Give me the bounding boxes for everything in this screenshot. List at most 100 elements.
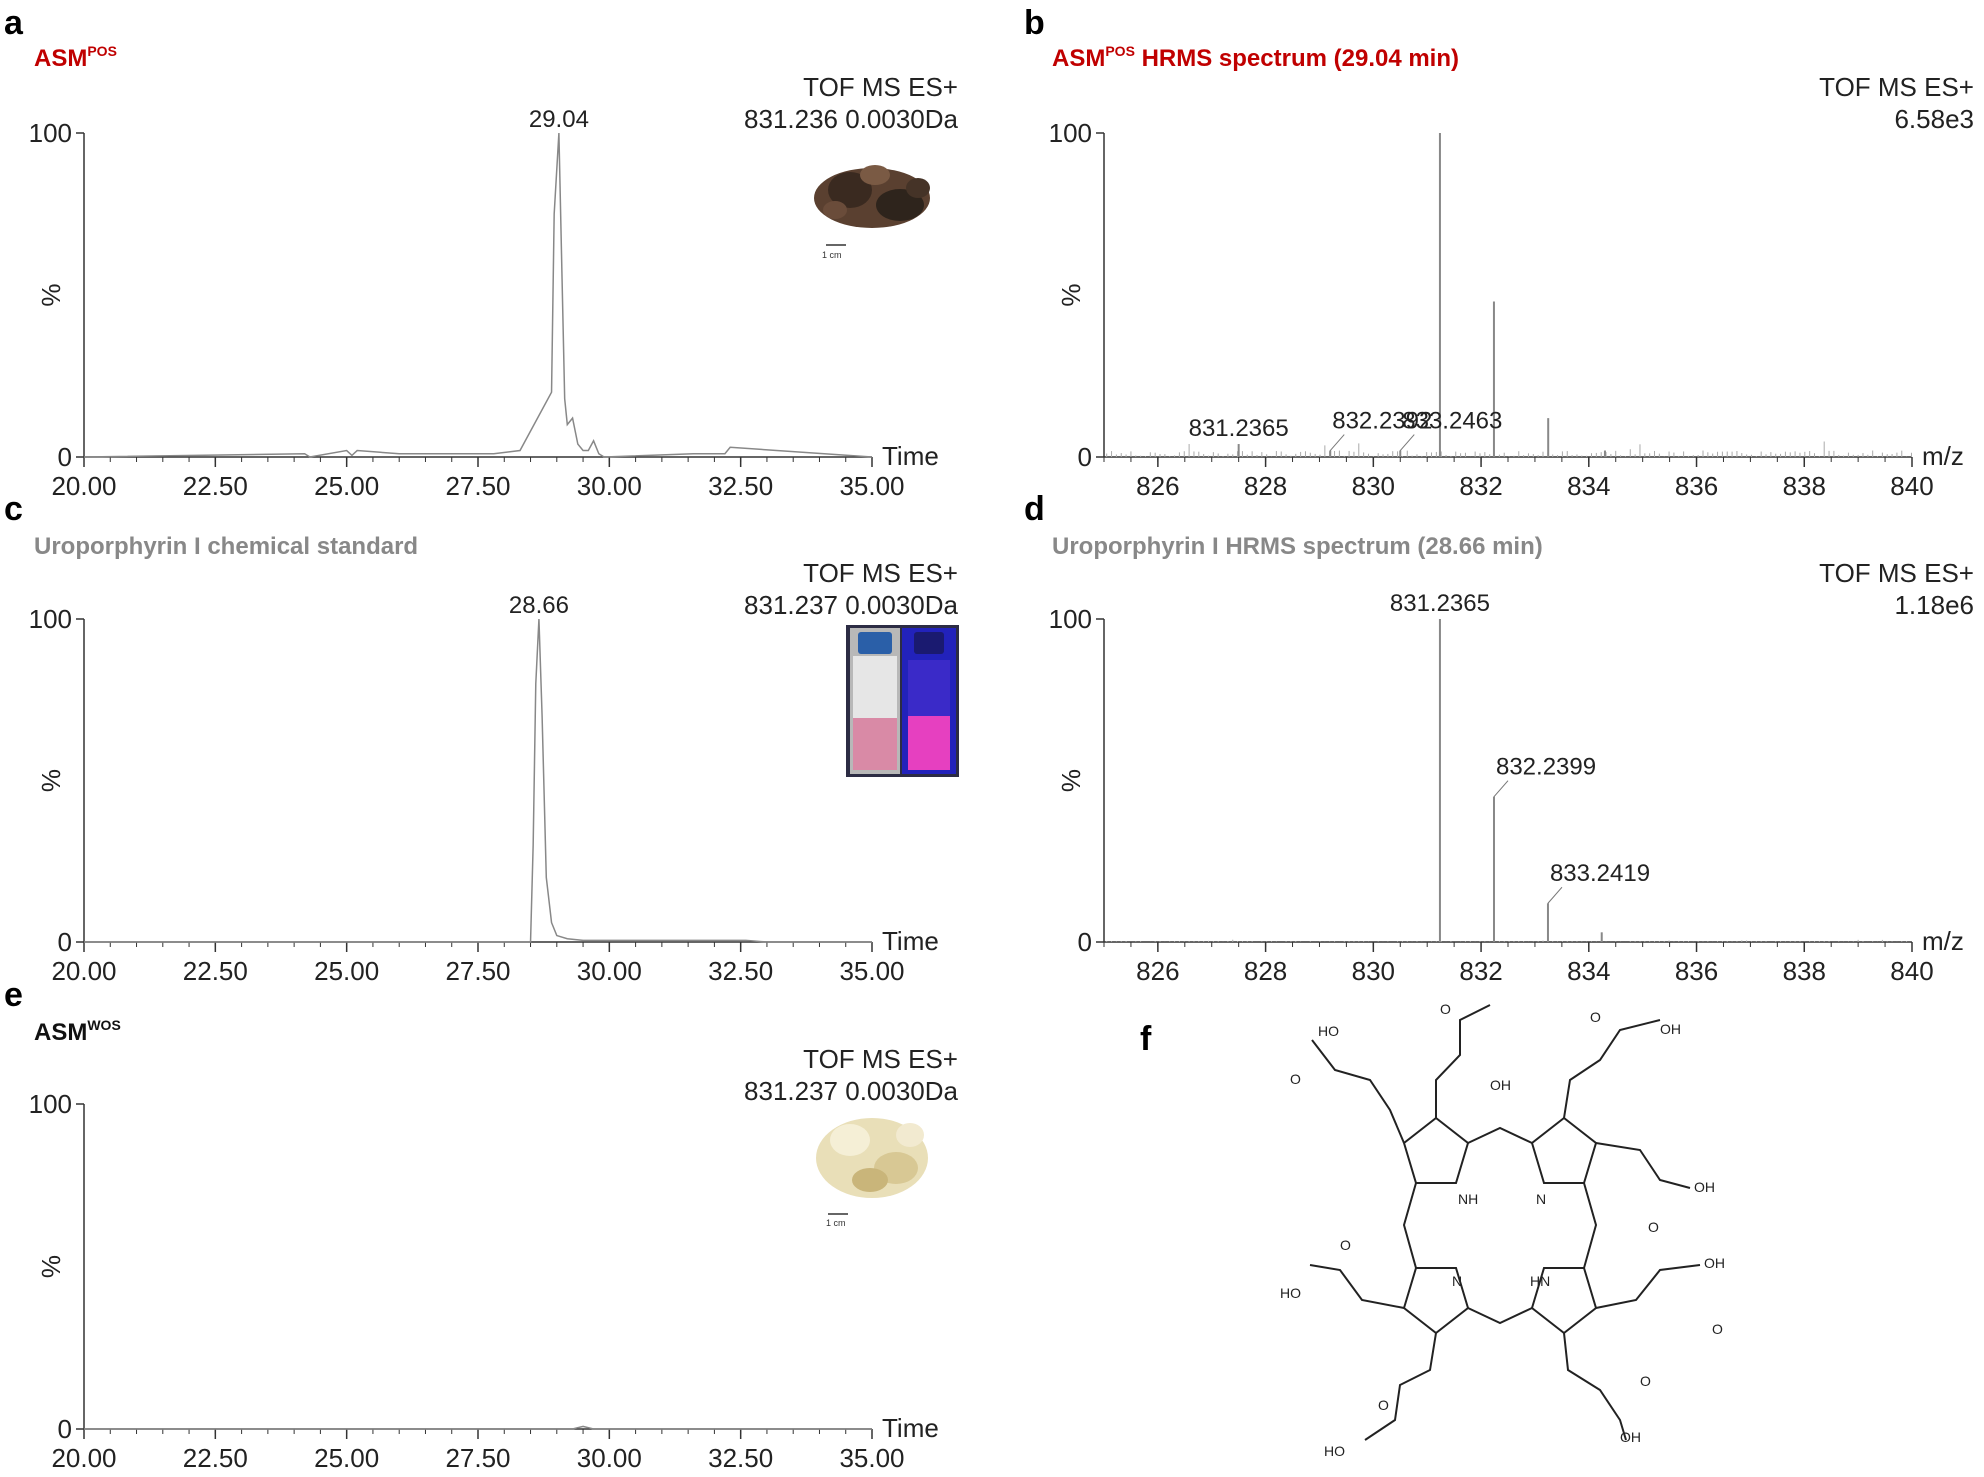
x-tick-label: 840 <box>1890 471 1933 501</box>
label-leader-line <box>1329 434 1345 451</box>
x-tick-label: 22.50 <box>183 956 248 986</box>
x-tick-label: 27.50 <box>445 471 510 501</box>
inset-photo-e: 1 cm <box>816 1118 928 1228</box>
chromatogram-trace <box>84 1425 872 1430</box>
peak-mz-label: 833.2463 <box>1402 408 1502 435</box>
atom-label: O <box>1648 1219 1659 1235</box>
x-tick-label: 22.50 <box>183 1443 248 1473</box>
x-tick-label: 830 <box>1352 471 1395 501</box>
atom-label: NH <box>1458 1191 1478 1207</box>
x-tick-label: 30.00 <box>577 1443 642 1473</box>
charts-layer: 100 0% 20.00 22.50 25.00 27.50 30.00 32.50 35.00… <box>29 106 1964 1473</box>
atom-label: HO <box>1318 1023 1339 1039</box>
header-line-1-b: TOF MS ES+ <box>1819 72 1974 102</box>
atom-label: OH <box>1490 1077 1511 1093</box>
x-tick-label: 826 <box>1136 956 1179 986</box>
header-line-2-d: 1.18e6 <box>1894 590 1974 620</box>
y-tick-label: 0 <box>1078 442 1092 472</box>
y-tick-label: 0 <box>58 927 72 957</box>
x-tick-label: 836 <box>1675 471 1718 501</box>
panel-title-a: ASMPOS <box>34 43 117 72</box>
label-leader-line <box>1399 434 1415 451</box>
peak-mz-label: 831.2365 <box>1390 590 1490 617</box>
x-tick-label: 832 <box>1459 471 1502 501</box>
header-line-2-a: 831.236 0.0030Da <box>744 104 959 134</box>
peak-label: 29.04 <box>529 106 589 133</box>
x-tick-label: 25.00 <box>314 1443 379 1473</box>
peak-label: 28.66 <box>509 592 569 619</box>
atom-label: HO <box>1324 1443 1345 1459</box>
scale-bar-label-e: 1 cm <box>826 1218 846 1228</box>
x-tick-label: 832 <box>1459 956 1502 986</box>
panel-letter-e: e <box>4 976 23 1014</box>
peak-mz-label: 832.2392 <box>1332 408 1432 435</box>
x-unit-label: Time <box>882 441 939 471</box>
panel-letter-d: d <box>1024 490 1045 528</box>
panel-title-c: Uroporphyrin I chemical standard <box>34 533 418 560</box>
header-line-1-d: TOF MS ES+ <box>1819 558 1974 588</box>
atom-label: OH <box>1694 1179 1715 1195</box>
y-tick-label: 100 <box>29 604 72 634</box>
y-tick-label: 100 <box>1049 604 1092 634</box>
y-axis-label: % <box>1056 769 1086 792</box>
atom-label: OH <box>1620 1429 1641 1445</box>
chromatogram-trace <box>84 618 872 943</box>
x-tick-label: 27.50 <box>445 1443 510 1473</box>
panel-title-e: ASMWOS <box>34 1017 121 1046</box>
atom-label: O <box>1590 1009 1601 1025</box>
atom-label: O <box>1640 1373 1651 1389</box>
atom-label: O <box>1340 1237 1351 1253</box>
panel-letter-b: b <box>1024 4 1045 42</box>
x-tick-label: 35.00 <box>839 471 904 501</box>
header-line-2-e: 831.237 0.0030Da <box>744 1076 959 1106</box>
chart-a: 100 0% 20.00 22.50 25.00 27.50 30.00 32.50 35.00… <box>29 106 939 501</box>
y-axis-label: % <box>36 283 66 306</box>
chart-e: 100 0% 20.00 22.50 25.00 27.50 30.00 32.50 35.00… <box>29 1089 939 1473</box>
panel-c: c Uroporphyrin I chemical standard TOF M… <box>4 490 959 777</box>
scale-bar-label-a: 1 cm <box>822 250 842 260</box>
label-leader-line <box>1493 780 1509 797</box>
atom-label: OH <box>1660 1021 1681 1037</box>
panel-b: b ASMPOS HRMS spectrum (29.04 min) TOF M… <box>1024 4 1974 134</box>
x-tick-label: 30.00 <box>577 956 642 986</box>
y-tick-label: 100 <box>29 1089 72 1119</box>
label-leader-line <box>1547 886 1563 904</box>
uroporphyrin-structure <box>1309 1004 1701 1441</box>
atom-label: O <box>1290 1071 1301 1087</box>
x-tick-label: 35.00 <box>839 956 904 986</box>
atom-label: O <box>1440 1001 1451 1017</box>
x-unit-label: Time <box>882 926 939 956</box>
x-tick-label: 838 <box>1783 956 1826 986</box>
inset-photo-a: 1 cm <box>814 165 930 260</box>
x-tick-label: 834 <box>1567 471 1610 501</box>
x-tick-label: 35.00 <box>839 1443 904 1473</box>
header-line-1-a: TOF MS ES+ <box>803 72 958 102</box>
x-tick-label: 828 <box>1244 956 1287 986</box>
x-tick-label: 32.50 <box>708 956 773 986</box>
x-tick-label: 20.00 <box>51 956 116 986</box>
y-tick-label: 100 <box>1049 118 1092 148</box>
x-tick-label: 25.00 <box>314 471 379 501</box>
atom-label: N <box>1536 1191 1546 1207</box>
x-tick-label: 20.00 <box>51 1443 116 1473</box>
header-line-2-c: 831.237 0.0030Da <box>744 590 959 620</box>
inset-photo-c <box>846 625 959 777</box>
header-line-1-c: TOF MS ES+ <box>803 558 958 588</box>
x-tick-label: 32.50 <box>708 471 773 501</box>
atom-labels: HO O OH O OH O OH O NH N N HN HO O OH O … <box>1280 1001 1725 1459</box>
x-tick-label: 834 <box>1567 956 1610 986</box>
y-tick-label: 100 <box>29 118 72 148</box>
x-tick-label: 25.00 <box>314 956 379 986</box>
y-tick-label: 0 <box>58 442 72 472</box>
panel-title-b: ASMPOS HRMS spectrum (29.04 min) <box>1052 43 1459 72</box>
header-line-2-b: 6.58e3 <box>1894 104 1974 134</box>
x-tick-label: 836 <box>1675 956 1718 986</box>
x-tick-label: 838 <box>1783 471 1826 501</box>
x-tick-label: 27.50 <box>445 956 510 986</box>
x-tick-label: 32.50 <box>708 1443 773 1473</box>
atom-label: O <box>1378 1397 1389 1413</box>
panel-letter-c: c <box>4 490 23 528</box>
peak-mz-label: 831.2365 <box>1189 415 1289 442</box>
